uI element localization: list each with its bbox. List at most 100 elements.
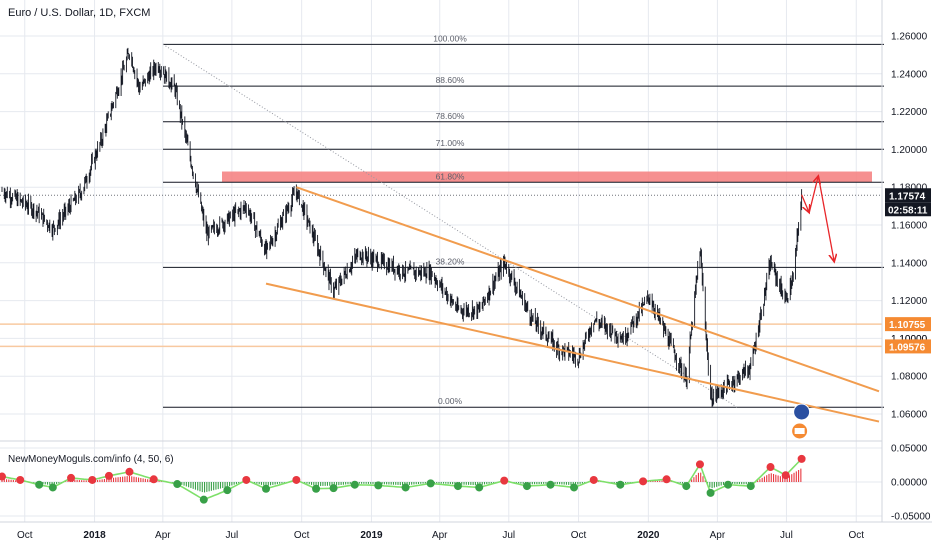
osc-signal-dot [695,460,704,469]
fib-anchor-line[interactable] [162,43,738,408]
countdown-label: 02:58:11 [888,205,928,216]
time-tick-label: Oct [294,530,310,541]
fib-level-label: 38.20% [436,256,465,266]
horizontal-lines[interactable] [0,194,882,348]
candlestick-series [1,47,803,407]
projection-arrow[interactable] [808,176,818,213]
projection-arrow[interactable] [817,175,834,262]
time-tick-label: 2018 [83,530,106,541]
osc-signal-dot [242,475,251,484]
osc-signal-dot [0,472,6,481]
osc-signal-dot [312,484,321,493]
osc-signal-dot [570,483,579,492]
price-tick-label: 1.10000 [891,334,928,345]
osc-signal-dot [500,476,509,485]
time-tick-label: Jul [225,530,238,541]
price-tick-label: 1.18000 [891,183,928,194]
time-tick-label: Apr [432,530,448,541]
price-tick-label: 1.12000 [891,296,928,307]
osc-signal-dot [475,483,484,492]
fib-level-label: 78.60% [436,111,465,121]
current-price-badge[interactable] [885,188,931,203]
price-tick-label: 1.20000 [891,145,928,156]
osc-signal-dot [589,475,598,484]
osc-signal-dot [88,475,97,484]
osc-signal-dot [67,473,76,482]
osc-signal-dot [546,480,555,489]
price-tick-label: 1.26000 [891,32,928,43]
countdown-badge [885,202,931,217]
price-tick-label: 1.22000 [891,107,928,118]
event-icons[interactable] [791,403,811,440]
osc-tick-label: 0.05000 [891,444,928,455]
indicator-label: NewMoneyMoguls.com/info (4, 50, 6) [8,454,174,465]
time-tick-label: Oct [571,530,587,541]
osc-signal-dot [173,480,182,489]
osc-signal-dot [401,483,410,492]
fibonacci-retracement[interactable]: 100.00% 88.60% 78.60% 71.00% 61.80% 38.20% 0.0… [162,33,884,408]
price-badge-label: 1.10755 [889,320,926,331]
time-tick-label: Jul [780,530,793,541]
osc-signal-dot [104,471,113,480]
projection-arrow[interactable] [801,194,810,213]
time-tick-label: Jul [502,530,515,541]
osc-tick-label: -0.05000 [891,512,931,523]
price-badge[interactable] [885,317,931,332]
osc-signal-dot [797,454,806,463]
osc-signal-dot [639,477,648,486]
price-tick-label: 1.08000 [891,372,928,383]
fib-level-label: 61.80% [436,171,465,181]
time-tick-label: 2020 [637,530,660,541]
event-icon-us[interactable] [791,422,809,440]
fib-level-label: 100.00% [433,33,467,43]
osc-signal-dot [262,484,271,493]
osc-signal-dot [724,480,733,489]
eu-flag-icon [793,403,811,421]
osc-signal-dot [292,475,301,484]
price-badge[interactable] [885,339,931,354]
osc-signal-dot [746,482,755,491]
price-tick-label: 1.10000 [891,334,928,345]
price-tick-label: 1.14000 [891,258,928,269]
osc-signal-dot [149,475,158,484]
osc-signal-dot [662,475,671,484]
price-tick-label: 1.16000 [891,221,928,232]
trend-line[interactable] [265,282,880,423]
osc-signal-dot [682,482,691,491]
osc-signal-dot [199,495,208,504]
fib-level-label: 71.00% [436,138,465,148]
us-flag-stripe-icon [794,428,805,434]
chart-title: Euro / U.S. Dollar, 1D, FXCM [8,7,150,19]
fib-level-label: 88.60% [436,75,465,85]
osc-signal-dot [16,475,25,484]
time-tick-label: Oct [17,530,33,541]
time-tick-label: 2019 [360,530,383,541]
osc-signal-dot [706,488,715,497]
osc-signal-dot [350,480,359,489]
price-tick-label: 1.06000 [891,410,928,421]
osc-signal-dot [426,479,435,488]
current-price-label: 1.17574 [889,191,926,202]
osc-signal-dot [374,481,383,490]
event-icon-eu[interactable] [793,403,811,421]
time-tick-label: Apr [710,530,726,541]
osc-signal-dot [522,482,531,491]
osc-tick-label: 0.00000 [891,478,928,489]
osc-signal-dot [35,480,44,489]
osc-signal-dot [329,484,338,493]
trend-lines[interactable] [265,186,880,423]
oscillator-pane [0,440,882,504]
osc-signal-dot [616,480,625,489]
osc-signal-dot [766,463,775,472]
trend-line[interactable] [296,186,880,393]
osc-signal-dot [48,483,57,492]
projection-arrows[interactable] [801,175,835,262]
resistance-zone[interactable] [222,171,872,183]
osc-signal-dot [781,471,790,480]
time-tick-label: Oct [848,530,864,541]
price-tick-label: 1.24000 [891,69,928,80]
osc-signal-dot [125,467,134,476]
osc-signal-dot [223,486,232,495]
